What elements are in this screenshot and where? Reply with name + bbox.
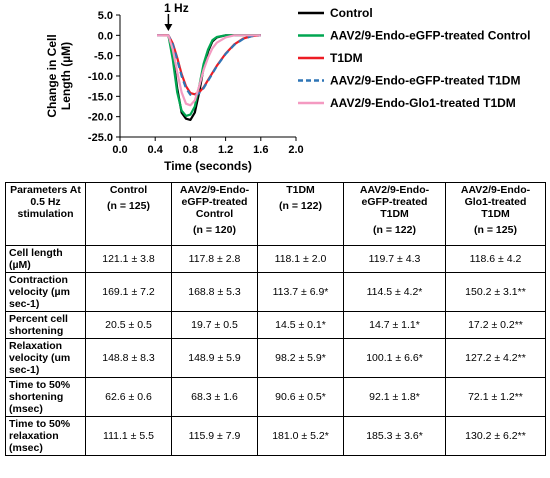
column-label: AAV2/9-Endo-Glo1-treated T1DM — [460, 184, 531, 220]
header-column: AAV2/9-Endo-Glo1-treated T1DM (n = 125) — [445, 182, 546, 246]
row-parameter: Cell length (µM) — [5, 245, 86, 273]
header-column: T1DM (n = 122) — [257, 182, 344, 246]
series-line — [157, 34, 261, 107]
arrow-head-icon — [164, 24, 173, 31]
table-cell: 62.6 ± 0.6 — [85, 377, 172, 417]
x-tick-label: 0.0 — [112, 144, 127, 156]
table-cell: 181.0 ± 5.2* — [257, 416, 344, 456]
table-cell: 118.1 ± 2.0 — [257, 245, 344, 273]
table-cell: 115.9 ± 7.9 — [171, 416, 258, 456]
table-cell: 111.1 ± 5.5 — [85, 416, 172, 456]
legend-label: AAV2/9-Endo-Glo1-treated T1DM — [330, 96, 516, 110]
cell-length-chart: 5.00.0-5.0-10.0-15.0-20.0-25.00.0 0.4 0.8 1… — [45, 1, 530, 173]
row-parameter: Percent cell shortening — [5, 311, 86, 339]
row-parameter: Time to 50% shortening (msec) — [5, 377, 86, 417]
y-tick-label: -25.0 — [88, 132, 113, 144]
column-n: (n = 125) — [474, 224, 517, 236]
table-cell: 127.2 ± 4.2** — [445, 338, 546, 378]
table-row: Contraction velocity (µm sec-1) 169.1 ± … — [5, 272, 546, 312]
table-cell: 19.7 ± 0.5 — [171, 311, 258, 339]
table-cell: 14.7 ± 1.1* — [343, 311, 446, 339]
table-cell: 121.1 ± 3.8 — [85, 245, 172, 273]
axes: 5.00.0-5.0-10.0-15.0-20.0-25.00.0 0.4 0.8 1… — [45, 1, 304, 173]
table-cell: 185.3 ± 3.6* — [343, 416, 446, 456]
table-cell: 150.2 ± 3.1** — [445, 272, 546, 312]
y-tick-label: 0.0 — [98, 30, 113, 42]
table-cell: 17.2 ± 0.2** — [445, 311, 546, 339]
table-cell: 14.5 ± 0.1* — [257, 311, 344, 339]
y-tick-label: -10.0 — [88, 71, 113, 83]
table-cell: 114.5 ± 4.2* — [343, 272, 446, 312]
legend-label: AAV2/9-Endo-eGFP-treated Control — [330, 29, 530, 43]
y-axis-label: Change in Cell — [45, 34, 59, 117]
x-tick-label: 0.4 — [148, 144, 164, 156]
chart-area: 5.0 0.0 -5.0 -10.0 -15.0 -20.0 -25.0 0.0 0.4 0.8 1… — [0, 0, 550, 180]
y-tick-label: -15.0 — [88, 91, 113, 103]
table-cell: 148.8 ± 8.3 — [85, 338, 172, 378]
table-row: Time to 50% relaxation (msec) 111.1 ± 5.… — [5, 416, 546, 456]
column-n: (n = 122) — [279, 200, 322, 212]
legend: Control AAV2/9-Endo-eGFP-treated Control T… — [298, 6, 530, 110]
table-cell: 119.7 ± 4.3 — [343, 245, 446, 273]
table-cell: 72.1 ± 1.2** — [445, 377, 546, 417]
table-cell: 92.1 ± 1.8* — [343, 377, 446, 417]
header-parameters: Parameters At 0.5 Hz stimulation — [5, 182, 86, 246]
x-axis-label: Time (seconds) — [164, 159, 252, 173]
table-row: Relaxation velocity (um sec-1) 148.8 ± 8… — [5, 338, 546, 378]
annotation-1hz: 1 Hz — [164, 1, 189, 15]
table-cell: 20.5 ± 0.5 — [85, 311, 172, 339]
y-tick-label: 5.0 — [98, 10, 113, 22]
table-cell: 98.2 ± 5.9* — [257, 338, 344, 378]
table-cell: 168.8 ± 5.3 — [171, 272, 258, 312]
header-column: AAV2/9-Endo-eGFP-treated Control (n = 120… — [171, 182, 258, 246]
column-label: T1DM — [286, 184, 315, 196]
column-label: AAV2/9-Endo-eGFP-treated Control — [179, 184, 250, 220]
y-axis-label-line2: Length (µM) — [59, 42, 73, 110]
y-tick-label: -5.0 — [94, 51, 113, 63]
table-row: Time to 50% shortening (msec) 62.6 ± 0.6… — [5, 377, 546, 417]
legend-label: AAV2/9-Endo-eGFP-treated T1DM — [330, 74, 520, 88]
row-parameter: Contraction velocity (µm sec-1) — [5, 272, 86, 312]
x-tick-label: 1.2 — [218, 144, 233, 156]
table-header-row: Parameters At 0.5 Hz stimulation Control… — [5, 182, 546, 246]
series-line — [157, 34, 261, 97]
x-tick-label: 2.0 — [288, 144, 303, 156]
legend-label: T1DM — [330, 51, 363, 65]
header-column: Control (n = 125) — [85, 182, 172, 246]
row-parameter: Time to 50% relaxation (msec) — [5, 416, 86, 456]
y-tick-label: -20.0 — [88, 112, 113, 124]
table-cell: 169.1 ± 7.2 — [85, 272, 172, 312]
table-row: Cell length (µM) 121.1 ± 3.8 117.8 ± 2.8… — [5, 245, 546, 273]
column-n: (n = 122) — [373, 224, 416, 236]
series-lines — [157, 34, 261, 122]
column-label: AAV2/9-Endo-eGFP-treated T1DM — [359, 184, 430, 220]
x-tick-label: 1.6 — [253, 144, 268, 156]
table-cell: 68.3 ± 1.6 — [171, 377, 258, 417]
legend-label: Control — [330, 6, 373, 20]
column-n: (n = 120) — [193, 224, 236, 236]
table-cell: 100.1 ± 6.6* — [343, 338, 446, 378]
table-cell: 130.2 ± 6.2** — [445, 416, 546, 456]
table-row: Percent cell shortening 20.5 ± 0.5 19.7 … — [5, 311, 546, 339]
column-n: (n = 125) — [107, 200, 150, 212]
header-column: AAV2/9-Endo-eGFP-treated T1DM (n = 122) — [343, 182, 446, 246]
x-tick-label: 0.8 — [183, 144, 198, 156]
row-parameter: Relaxation velocity (um sec-1) — [5, 338, 86, 378]
table-cell: 90.6 ± 0.5* — [257, 377, 344, 417]
table-cell: 117.8 ± 2.8 — [171, 245, 258, 273]
table-cell: 118.6 ± 4.2 — [445, 245, 546, 273]
table-cell: 113.7 ± 6.9* — [257, 272, 344, 312]
table-cell: 148.9 ± 5.9 — [171, 338, 258, 378]
column-label: Control — [109, 184, 148, 196]
results-table: Parameters At 0.5 Hz stimulation Control… — [5, 182, 546, 456]
